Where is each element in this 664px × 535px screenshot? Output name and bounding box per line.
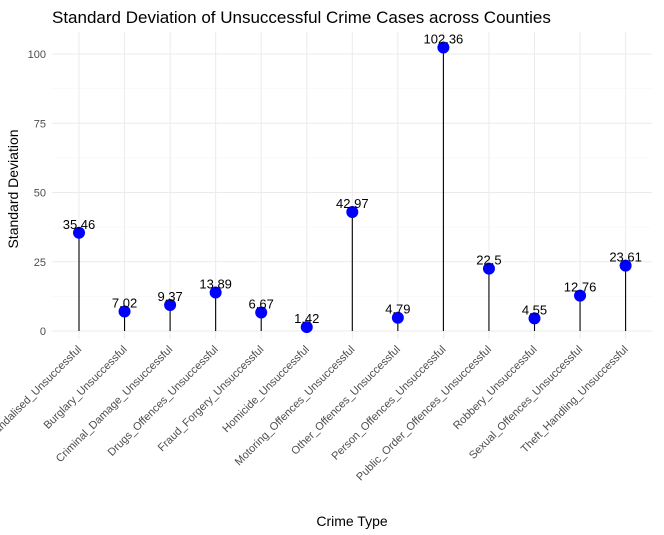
data-label: 1.42 bbox=[294, 311, 319, 326]
data-label: 7.02 bbox=[112, 296, 137, 311]
data-label: 4.79 bbox=[385, 302, 410, 317]
data-label: 35.46 bbox=[63, 217, 96, 232]
y-tick-label: 50 bbox=[34, 188, 46, 200]
y-tick-label: 0 bbox=[40, 326, 46, 338]
data-label: 22.5 bbox=[476, 253, 501, 268]
x-tick-label: Homicide_Unsuccessful bbox=[220, 344, 311, 435]
lollipop-point bbox=[118, 305, 131, 318]
data-label: 13.89 bbox=[199, 277, 232, 292]
lollipop-point bbox=[300, 321, 313, 334]
x-tick-label: Robbery_Unsuccessful bbox=[451, 344, 539, 432]
data-label: 42.97 bbox=[336, 196, 369, 211]
lollipop-point bbox=[482, 262, 495, 275]
data-label: 9.37 bbox=[157, 289, 182, 304]
lollipop-point bbox=[528, 312, 541, 325]
stems bbox=[78, 47, 627, 331]
lollipop-point bbox=[209, 286, 222, 299]
y-axis: 0 25 50 75 100 bbox=[28, 49, 46, 338]
x-axis-title: Crime Type bbox=[316, 513, 388, 529]
y-tick-label: 75 bbox=[34, 118, 46, 130]
data-label: 23.61 bbox=[609, 250, 642, 265]
lollipop-point bbox=[391, 311, 404, 324]
data-label: 6.67 bbox=[249, 297, 274, 312]
lollipop-point bbox=[73, 226, 85, 239]
y-tick-label: 25 bbox=[34, 257, 46, 269]
data-label: 102.36 bbox=[424, 31, 464, 46]
data-label: 12.76 bbox=[564, 280, 597, 295]
y-tick-label: 100 bbox=[28, 49, 46, 61]
data-labels: 35.46 7.02 9.37 13.89 6.67 1.42 42.97 4.79 102.3… bbox=[63, 31, 642, 326]
lollipop-point bbox=[164, 299, 177, 312]
chart-title: Standard Deviation of Unsuccessful Crime… bbox=[52, 8, 551, 27]
points bbox=[73, 41, 632, 334]
x-tick-label: Burglary_Unsuccessful bbox=[42, 344, 130, 432]
lollipop-point bbox=[437, 41, 450, 54]
lollipop-point bbox=[619, 259, 632, 272]
data-label: 4.55 bbox=[522, 302, 547, 317]
y-axis-title: Standard Deviation bbox=[5, 129, 21, 248]
x-axis: Vandalised_UnsuccessfulBurglary_Unsucces… bbox=[0, 344, 631, 484]
lollipop-point bbox=[346, 205, 359, 218]
lollipop-point bbox=[574, 289, 587, 302]
lollipop-point bbox=[255, 306, 268, 319]
